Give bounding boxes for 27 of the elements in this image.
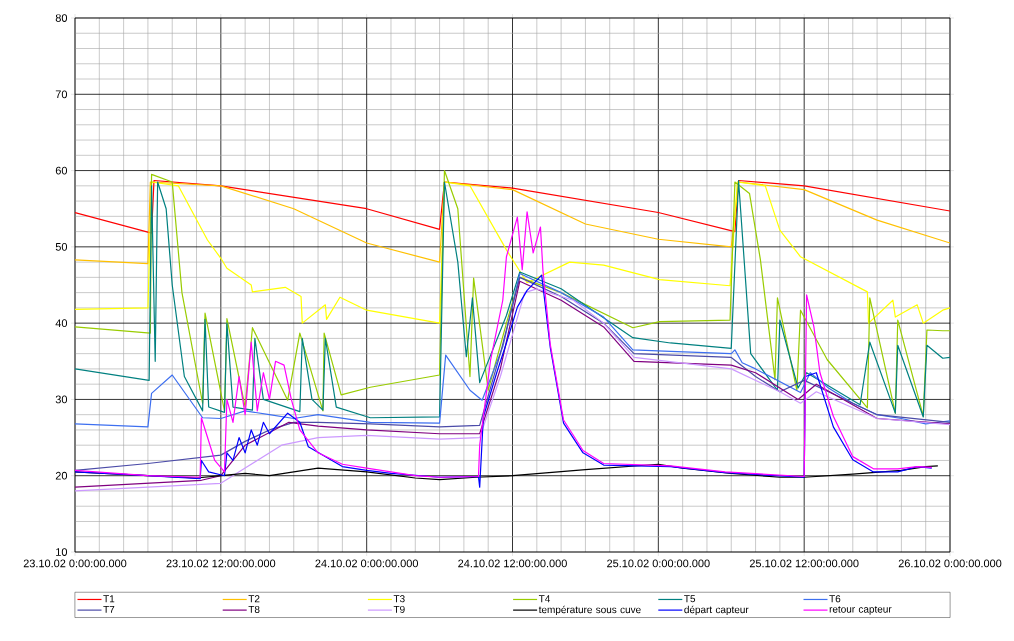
legend-label: T8 — [248, 605, 260, 613]
legend-label: T3 — [393, 595, 405, 603]
x-tick-label: 23.10.02 12:00:00.000 — [166, 559, 276, 568]
y-tick-label: 30 — [55, 395, 68, 404]
y-tick-label: 50 — [55, 242, 68, 251]
x-tick-label: 25.10.02 0:00:00.000 — [607, 559, 710, 568]
legend-label: T1 — [103, 595, 115, 603]
x-tick-label: 24.10.02 12:00:00.000 — [458, 559, 567, 568]
y-tick-label: 20 — [55, 471, 68, 480]
legend-label: T9 — [393, 605, 405, 613]
legend-label: T4 — [538, 595, 551, 603]
x-tick-label: 26.10.02 0:00:00.000 — [898, 559, 1002, 568]
y-tick-label: 10 — [56, 548, 68, 556]
legend-label: retour capteur — [829, 606, 892, 615]
x-tick-label: 25.10.02 12:00:00.000 — [749, 559, 859, 568]
legend-label: T7 — [103, 605, 115, 613]
legend-label: T5 — [684, 595, 696, 603]
y-tick-label: 70 — [55, 90, 68, 99]
legend-label: T6 — [829, 595, 841, 603]
legend-label: T2 — [248, 595, 260, 603]
x-tick-label: 24.10.02 0:00:00.000 — [315, 559, 419, 568]
y-tick-label: 80 — [55, 14, 68, 22]
y-tick-label: 60 — [55, 166, 68, 175]
legend-label: température sous cuve — [538, 605, 641, 616]
legend-label: départ capteur — [684, 605, 749, 616]
y-tick-label: 40 — [55, 319, 68, 328]
x-tick-label: 23.10.02 0:00:00.000 — [23, 559, 127, 568]
